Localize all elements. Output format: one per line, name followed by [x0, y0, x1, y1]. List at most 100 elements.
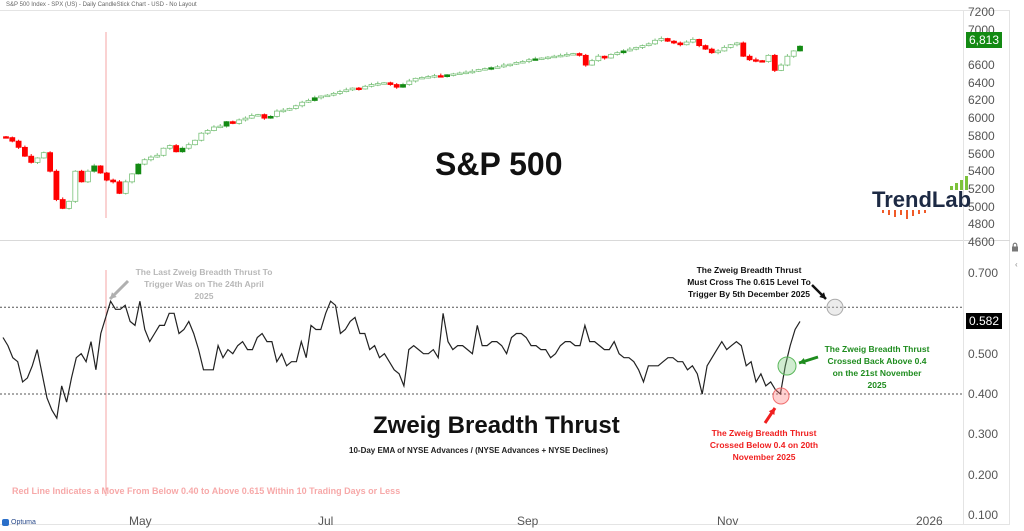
candle-up — [715, 50, 721, 54]
candle-up — [217, 125, 224, 129]
candle-up — [330, 92, 337, 96]
candle-down — [671, 40, 677, 44]
price-axis-label: 6600 — [968, 58, 995, 73]
candle-up — [381, 82, 387, 85]
candle-up — [299, 101, 306, 107]
candle-up — [797, 45, 803, 52]
zbt-axis-label: 0.700 — [968, 266, 999, 280]
candle-up — [734, 42, 740, 46]
chart-frame — [0, 10, 1010, 525]
trendlabs-logo: TrendLabs — [872, 176, 983, 226]
candle-up — [368, 84, 375, 87]
svg-text:TrendLabs: TrendLabs — [872, 187, 972, 212]
candle-down — [677, 42, 684, 46]
candle-up — [532, 58, 539, 61]
candle-down — [28, 155, 35, 163]
last-zbt-value-tag: 0.582 — [966, 313, 1003, 329]
candle-up — [280, 109, 287, 113]
annotation-crossed-above: The Zweig Breadth Thrust Crossed Back Ab… — [824, 344, 930, 390]
candle-up — [645, 43, 652, 47]
candle-down — [22, 146, 28, 157]
candle-down — [3, 136, 9, 139]
candle-up — [292, 105, 299, 109]
candle-up — [286, 108, 293, 111]
candle-up — [425, 76, 432, 79]
candle-up — [412, 77, 419, 82]
price-axis-label: 5400 — [968, 164, 995, 179]
candle-up — [166, 145, 173, 149]
candle-up — [639, 45, 646, 48]
candle-up — [242, 117, 249, 121]
target-circle — [826, 298, 844, 316]
candle-up — [198, 132, 205, 141]
candle-up — [513, 62, 520, 65]
candle-down — [601, 55, 608, 59]
candle-down — [47, 152, 54, 172]
price-axis-label: 6200 — [968, 93, 995, 108]
candle-up — [154, 154, 161, 158]
price-axis-label: 4600 — [968, 235, 995, 249]
candle-up — [349, 87, 356, 91]
trendlabs-logo-icon: TrendLabs — [872, 176, 983, 219]
candle-up — [450, 73, 457, 76]
candle-up — [507, 63, 514, 67]
cross-above-circle — [777, 356, 797, 376]
candle-up — [343, 89, 350, 93]
price-axis-label: 6000 — [968, 111, 995, 126]
annotation-must-cross: The Zweig Breadth Thrust Must Cross The … — [687, 265, 811, 299]
candle-up — [469, 70, 476, 74]
candle-down — [15, 140, 22, 148]
candle-down — [708, 48, 715, 54]
last-price-tag: 6,813 — [966, 32, 1003, 48]
candle-up — [337, 91, 343, 94]
price-axis-label: 5800 — [968, 128, 995, 143]
candle-up — [551, 55, 558, 59]
candle-up — [538, 57, 545, 60]
candle-down — [740, 42, 747, 57]
candle-up — [488, 67, 495, 70]
candle-up — [185, 144, 192, 149]
x-label-sep: Sep — [517, 514, 539, 528]
candle-up — [545, 56, 551, 60]
candle-up — [658, 38, 665, 41]
price-axis-label: 4800 — [968, 217, 995, 232]
candle-down — [103, 172, 110, 181]
candle-up — [721, 46, 728, 52]
zbt-pane-title: Zweig Breadth Thrust — [373, 412, 620, 439]
candle-up — [563, 54, 570, 57]
candle-up — [456, 72, 463, 75]
pane-divider[interactable] — [0, 240, 1010, 241]
candle-up — [311, 97, 318, 101]
candle-up — [570, 53, 577, 56]
candle-down — [97, 165, 104, 174]
candle-up — [135, 163, 142, 175]
candle-down — [110, 179, 117, 183]
candle-up — [91, 165, 98, 172]
x-label-2026: 2026 — [916, 514, 943, 528]
candle-up — [526, 59, 532, 62]
optuma-icon — [2, 519, 9, 526]
x-label-jul: Jul — [318, 514, 334, 528]
candle-down — [229, 121, 236, 124]
annotation-red-line-note: Red Line Indicates a Move From Below 0.4… — [12, 486, 401, 496]
candle-down — [173, 145, 180, 153]
candle-up — [305, 100, 312, 103]
candle-down — [59, 199, 66, 209]
candle-down — [116, 181, 123, 194]
candle-down — [387, 82, 394, 85]
zbt-axis-label: 0.200 — [968, 467, 999, 482]
collapse-chevron-icon[interactable]: ‹ — [1015, 260, 1018, 269]
lock-icon[interactable] — [1010, 242, 1020, 252]
candle-down — [759, 60, 766, 63]
candle-down — [9, 137, 16, 142]
candle-down — [752, 59, 759, 62]
candle-up — [223, 121, 230, 127]
zbt-axis-label: 0.100 — [968, 508, 999, 522]
candle-up — [400, 84, 406, 88]
candle-up — [519, 61, 526, 64]
price-axis-label: 5200 — [968, 181, 995, 196]
zbt-axis-label: 0.400 — [968, 387, 999, 401]
candle-down — [771, 54, 778, 71]
candle-up — [192, 139, 198, 146]
